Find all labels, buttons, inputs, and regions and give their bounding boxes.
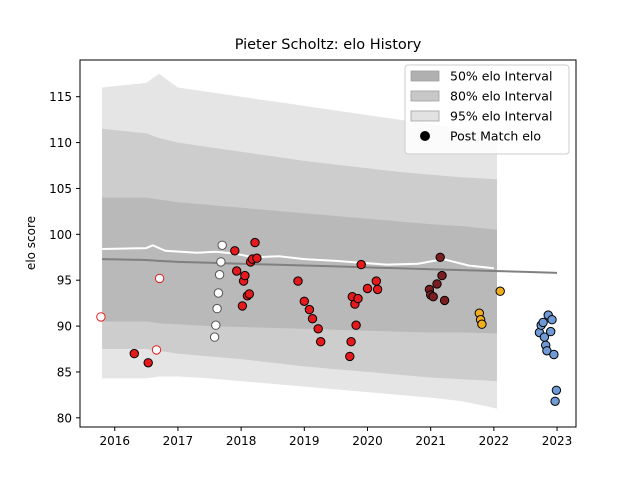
legend-swatch bbox=[410, 110, 440, 122]
chart-title: Pieter Scholtz: elo History bbox=[235, 37, 422, 53]
data-point bbox=[362, 283, 373, 294]
data-point bbox=[299, 296, 309, 306]
rolling-elo-line bbox=[102, 244, 495, 270]
data-point bbox=[547, 315, 557, 325]
axes: 2016 2017 2018 2019 2020 2021 2022 2023 80 85 90 95… bbox=[49, 59, 577, 448]
x-tick-label: 2023 bbox=[542, 434, 573, 448]
data-point bbox=[154, 273, 165, 284]
legend-marker bbox=[420, 131, 430, 141]
x-tick-label: 2021 bbox=[415, 434, 446, 448]
data-point bbox=[230, 246, 240, 256]
data-point bbox=[313, 324, 323, 334]
data-point bbox=[372, 284, 383, 295]
marker-series-3 bbox=[424, 252, 450, 306]
data-point bbox=[477, 319, 487, 329]
data-point bbox=[439, 295, 450, 306]
data-point bbox=[237, 301, 248, 311]
data-point bbox=[217, 240, 227, 251]
data-point bbox=[546, 326, 556, 337]
data-point bbox=[351, 320, 361, 330]
data-point bbox=[495, 286, 505, 296]
data-point bbox=[304, 304, 315, 315]
marker-series-2 bbox=[129, 237, 383, 368]
legend-box bbox=[404, 64, 570, 155]
marker-series-5 bbox=[534, 310, 562, 406]
plot-frame bbox=[79, 59, 577, 428]
data-point bbox=[346, 337, 356, 347]
data-point bbox=[216, 257, 226, 267]
data-point bbox=[437, 270, 447, 281]
data-point bbox=[96, 312, 106, 322]
marker-series-1 bbox=[209, 240, 227, 342]
data-point bbox=[549, 349, 559, 360]
x-tick-label: 2018 bbox=[226, 434, 257, 448]
data-point bbox=[435, 252, 445, 262]
x-tick-label: 2022 bbox=[479, 434, 510, 448]
data-point bbox=[232, 266, 242, 276]
data-point bbox=[353, 293, 363, 304]
plot-area bbox=[96, 73, 562, 409]
legend-label: Post Match elo bbox=[450, 129, 541, 144]
data-point bbox=[250, 237, 260, 248]
data-point bbox=[214, 270, 225, 280]
data-point bbox=[244, 289, 255, 299]
data-point bbox=[209, 332, 220, 342]
x-tick-label: 2016 bbox=[99, 434, 130, 448]
y-tick-label: 95 bbox=[57, 274, 72, 288]
data-point bbox=[143, 358, 153, 368]
marker-series-4 bbox=[474, 286, 505, 329]
data-point bbox=[371, 276, 381, 286]
data-point bbox=[252, 253, 262, 263]
data-point bbox=[293, 276, 303, 286]
data-point bbox=[151, 345, 162, 355]
data-point bbox=[213, 288, 224, 298]
y-tick-label: 100 bbox=[49, 228, 72, 242]
data-point bbox=[551, 385, 562, 395]
y-tick-label: 115 bbox=[49, 90, 72, 104]
data-point bbox=[211, 320, 221, 330]
marker-series-0 bbox=[96, 273, 165, 355]
legend: 50% elo Interval 80% elo Interval 95% elo … bbox=[404, 64, 570, 155]
y-tick-label: 80 bbox=[57, 411, 72, 425]
y-tick-label: 105 bbox=[49, 182, 72, 196]
data-point bbox=[240, 270, 250, 281]
data-point bbox=[550, 396, 560, 406]
mean-elo-line bbox=[102, 258, 558, 274]
data-point bbox=[212, 303, 222, 314]
y-tick-label: 90 bbox=[57, 320, 72, 334]
data-point bbox=[307, 314, 318, 324]
data-point bbox=[129, 348, 140, 359]
legend-label: 50% elo Interval bbox=[450, 69, 552, 84]
legend-label: 95% elo Interval bbox=[450, 109, 552, 124]
legend-swatch bbox=[410, 70, 440, 82]
y-tick-label: 110 bbox=[49, 136, 72, 150]
data-point bbox=[428, 292, 438, 302]
plot-content bbox=[96, 73, 562, 409]
data-point bbox=[538, 317, 548, 328]
x-tick-label: 2019 bbox=[289, 434, 320, 448]
y-axis-label: elo score bbox=[24, 216, 38, 270]
y-tick-label: 85 bbox=[57, 365, 72, 379]
legend-swatch bbox=[410, 90, 440, 102]
data-point bbox=[432, 279, 442, 289]
x-tick-label: 2017 bbox=[163, 434, 194, 448]
x-tick-label: 2020 bbox=[352, 434, 383, 448]
data-point bbox=[345, 351, 355, 362]
legend-label: 80% elo Interval bbox=[450, 89, 552, 104]
data-point bbox=[316, 337, 326, 347]
data-point bbox=[356, 259, 366, 270]
